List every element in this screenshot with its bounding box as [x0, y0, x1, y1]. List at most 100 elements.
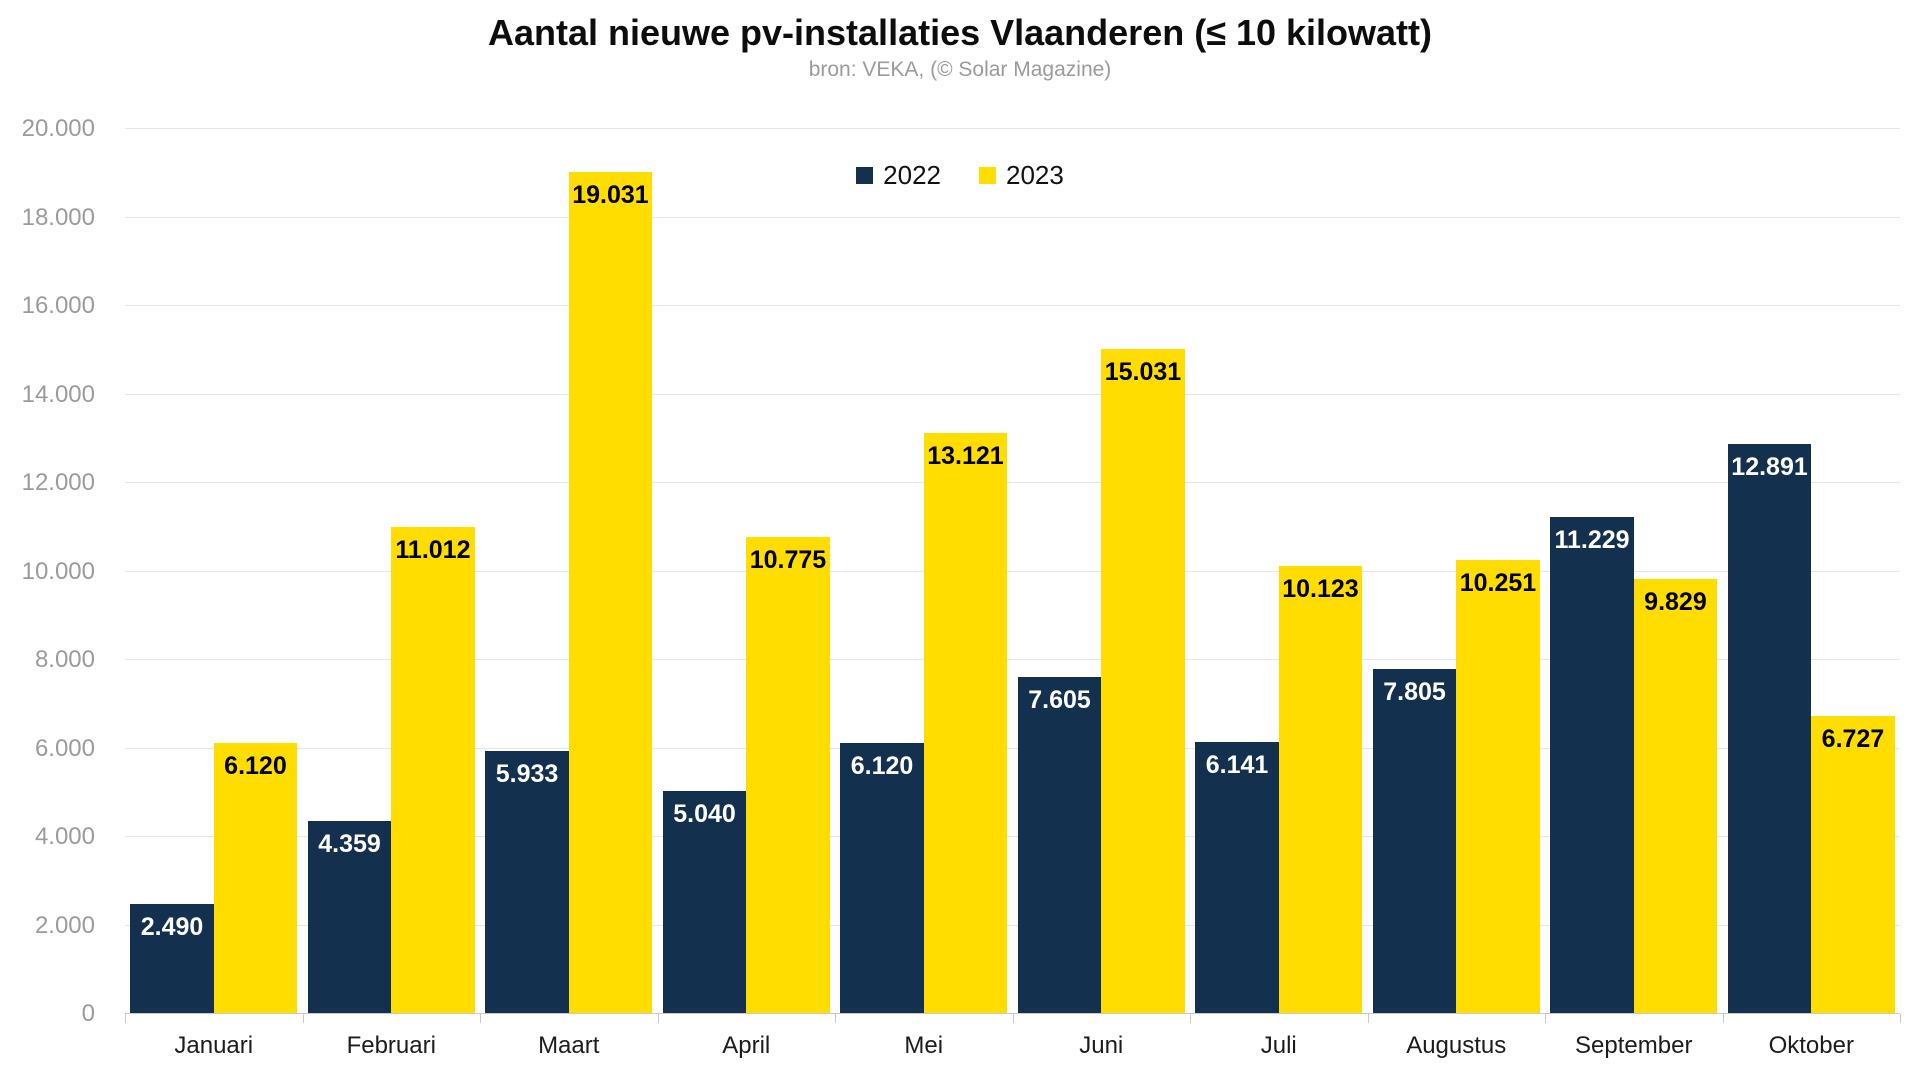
bar-value-label: 6.141 — [1205, 751, 1269, 780]
x-axis-tick — [1545, 1014, 1546, 1023]
legend-item-2022: 2022 — [856, 160, 941, 191]
plot-area: 2.490 6.120 4.359 11.012 5.933 19.031 5.040 10.… — [125, 128, 1901, 1023]
gridline — [125, 482, 1900, 483]
x-axis-tick — [1722, 1014, 1724, 1023]
bar-value-label: 15.031 — [1104, 357, 1182, 386]
bar-2022-juni: 7.605 — [1017, 677, 1102, 1014]
chart-title: Aantal nieuwe pv-installaties Vlaanderen… — [487, 12, 1432, 53]
bar-groups: 2.490 6.120 4.359 11.012 5.933 19.031 5.040 10.… — [125, 129, 1900, 1014]
bar-2023-februari: 11.012 — [391, 526, 475, 1014]
chart-subtitle: bron: VEKA, (© Solar Magazine) — [808, 58, 1112, 81]
gridline — [125, 128, 1900, 129]
x-axis-tick — [302, 1014, 304, 1023]
bar-2023-september: 9.829 — [1633, 579, 1718, 1014]
y-axis-tick-label: 4.000 — [34, 823, 95, 850]
x-axis-tick — [1367, 1014, 1369, 1023]
bar-2022-maart: 5.933 — [485, 751, 569, 1014]
gridline — [125, 659, 1900, 660]
bar-group-januari: 2.490 6.120 — [125, 129, 303, 1014]
bar-value-label: 6.120 — [224, 752, 287, 781]
x-axis-label-januari: Januari — [174, 1032, 254, 1059]
bar-2023-maart: 19.031 — [568, 171, 653, 1014]
bar-value-label: 4.359 — [318, 830, 381, 859]
y-axis-tick-label: 12.000 — [21, 469, 95, 496]
x-axis-label-april: April — [722, 1032, 771, 1059]
x-axis-label-oktober: Oktober — [1768, 1032, 1854, 1059]
bar-value-label: 10.251 — [1459, 569, 1537, 598]
y-axis-tick-label: 6.000 — [34, 734, 95, 762]
bar-group-oktober: 12.891 6.727 — [1723, 129, 1901, 1014]
bar-value-label: 9.829 — [1644, 588, 1707, 617]
bar-value-label: 7.605 — [1028, 686, 1091, 715]
bar-2022-augustus: 7.805 — [1372, 668, 1457, 1014]
bar-2023-januari: 6.120 — [213, 743, 298, 1014]
bar-value-label: 7.805 — [1383, 677, 1446, 706]
y-axis-tick-label: 2.000 — [34, 911, 95, 939]
bar-2022-oktober: 12.891 — [1727, 443, 1812, 1014]
bar-2023-oktober: 6.727 — [1811, 716, 1895, 1014]
x-axis-label-mei: Mei — [904, 1032, 944, 1059]
bar-value-label: 5.040 — [673, 799, 736, 828]
bar-2023-mei: 13.121 — [923, 433, 1008, 1014]
gridline — [125, 393, 1900, 395]
legend-swatch-2023-icon — [979, 167, 996, 184]
x-axis-label-juni: Juni — [1079, 1032, 1124, 1059]
bar-group-februari: 4.359 11.012 — [303, 129, 481, 1014]
gridline — [125, 747, 1900, 749]
x-axis: Januari Februari Maart April Mei Juni Juli Augu… — [125, 1032, 1900, 1060]
x-axis-label-juli: Juli — [1260, 1032, 1297, 1059]
legend-swatch-2022-icon — [856, 167, 874, 184]
bar-2022-september: 11.229 — [1550, 517, 1634, 1014]
bar-group-april: 5.040 10.775 — [658, 129, 836, 1014]
bar-2023-augustus: 10.251 — [1456, 560, 1540, 1014]
bar-group-juli: 6.141 10.123 — [1190, 129, 1368, 1014]
y-axis-tick-label: 10.000 — [21, 557, 95, 585]
bar-2022-juli: 6.141 — [1195, 742, 1279, 1014]
bar-group-maart: 5.933 19.031 — [480, 129, 658, 1014]
legend-label-2023: 2023 — [1006, 160, 1064, 190]
bar-value-label: 6.120 — [850, 752, 914, 781]
bar-value-label: 12.891 — [1731, 452, 1808, 481]
bar-group-juni: 7.605 15.031 — [1013, 129, 1191, 1014]
bar-value-label: 5.933 — [495, 760, 559, 789]
bar-group-mei: 6.120 13.121 — [835, 129, 1013, 1014]
gridline — [125, 836, 1900, 837]
y-axis-tick-label: 18.000 — [21, 203, 95, 231]
x-axis-tick — [835, 1014, 836, 1023]
legend-item-2023: 2023 — [979, 160, 1064, 191]
bar-2022-mei: 6.120 — [840, 743, 924, 1014]
gridline — [125, 216, 1900, 218]
y-axis-tick-label: 8.000 — [34, 646, 95, 673]
x-axis-tick — [657, 1014, 659, 1023]
x-axis-tick — [480, 1014, 481, 1023]
bar-value-label: 19.031 — [572, 180, 649, 209]
x-axis-tick — [1190, 1014, 1191, 1023]
gridline — [125, 305, 1900, 306]
x-axis-label-maart: Maart — [538, 1032, 600, 1059]
legend: 2022 2023 — [0, 160, 1920, 191]
bar-2023-juli: 10.123 — [1278, 566, 1363, 1014]
gridline — [125, 570, 1900, 572]
bar-value-label: 11.012 — [395, 535, 471, 564]
bar-value-label: 6.727 — [1821, 725, 1885, 754]
bar-group-september: 11.229 9.829 — [1545, 129, 1723, 1014]
x-axis-tick — [125, 1014, 126, 1023]
bar-value-label: 10.775 — [749, 546, 827, 575]
bar-group-augustus: 7.805 10.251 — [1368, 129, 1546, 1014]
bar-value-label: 10.123 — [1282, 575, 1359, 604]
x-axis-label-september: September — [1575, 1032, 1693, 1059]
bar-2022-februari: 4.359 — [307, 821, 392, 1014]
bar-value-label: 13.121 — [927, 442, 1004, 471]
x-axis-tick — [1012, 1014, 1014, 1023]
bar-value-label: 2.490 — [140, 912, 204, 941]
x-axis-label-augustus: Augustus — [1406, 1032, 1507, 1059]
y-axis-tick-label: 20.000 — [21, 115, 95, 142]
x-axis-label-februari: Februari — [346, 1032, 436, 1059]
y-axis-tick-label: 16.000 — [21, 292, 95, 319]
bar-value-label: 11.229 — [1554, 526, 1630, 555]
y-axis: 0 2.000 4.000 6.000 8.000 10.000 12.000 14.000 1… — [0, 115, 95, 1027]
x-axis-baseline — [125, 1013, 1900, 1014]
legend-label-2022: 2022 — [883, 160, 941, 190]
bar-2022-april: 5.040 — [662, 790, 747, 1014]
